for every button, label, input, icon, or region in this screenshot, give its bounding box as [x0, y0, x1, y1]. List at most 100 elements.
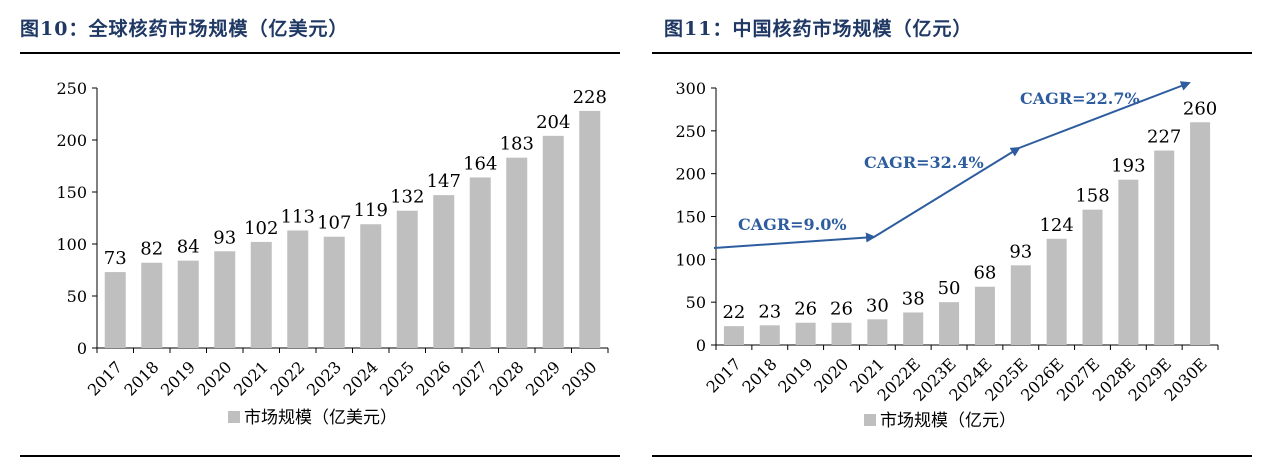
- data-label: 107: [317, 213, 351, 234]
- y-tick-label: 50: [686, 293, 706, 312]
- data-label: 227: [1147, 127, 1181, 148]
- x-tick-label: 2019: [774, 354, 816, 396]
- data-label: 119: [354, 200, 388, 221]
- bar: [214, 251, 236, 348]
- y-tick-label: 100: [56, 235, 87, 254]
- bar: [287, 230, 309, 348]
- left-bottom-rule: [20, 455, 620, 457]
- x-tick-label: 2025: [376, 357, 418, 399]
- x-tick-label: 2029: [522, 357, 564, 399]
- bar: [250, 241, 272, 348]
- right-chart-panel: 图11：中国核药市场规模（亿元） 0 50 100 150 200 250 300 22 201…: [652, 0, 1266, 474]
- y-tick-label: 200: [56, 131, 87, 150]
- right-chart-title: 图11：中国核药市场规模（亿元）: [664, 18, 973, 40]
- bar: [1190, 122, 1211, 346]
- legend-label: 市场规模（亿美元）: [244, 408, 397, 428]
- legend-swatch: [228, 411, 240, 423]
- bar: [939, 302, 960, 345]
- x-tick-label: 2017: [84, 357, 126, 399]
- data-label: 30: [866, 295, 889, 316]
- data-label: 158: [1075, 186, 1109, 207]
- bar: [1010, 265, 1031, 345]
- legend-swatch: [864, 414, 876, 426]
- data-label: 26: [794, 299, 817, 320]
- data-label: 204: [536, 112, 570, 133]
- right-title-rule: [652, 52, 1252, 54]
- x-tick-label: 2019: [157, 357, 199, 399]
- bar: [1046, 238, 1067, 345]
- x-tick-label: 2023: [303, 357, 345, 399]
- data-label: 82: [140, 239, 163, 260]
- bar: [542, 135, 564, 348]
- data-label: 124: [1039, 215, 1073, 236]
- x-tick-label: 2028: [485, 357, 527, 399]
- data-label: 93: [1009, 241, 1032, 262]
- bar: [831, 322, 852, 345]
- left-title-rule: [20, 52, 620, 54]
- data-label: 38: [902, 288, 925, 309]
- y-tick-label: 0: [77, 339, 87, 358]
- bar: [433, 195, 455, 348]
- cagr-label: CAGR=22.7%: [1020, 89, 1140, 108]
- y-tick-label: 100: [675, 250, 706, 269]
- data-label: 260: [1183, 98, 1217, 119]
- x-tick-label: 2017: [703, 354, 745, 396]
- right-bar-chart: 0 50 100 150 200 250 300 22 2017 23 2018 26 2019 26 20…: [675, 79, 1219, 431]
- data-label: 84: [177, 237, 200, 258]
- y-tick-label: 50: [67, 287, 87, 306]
- data-label: 228: [573, 87, 607, 108]
- y-tick-label: 250: [56, 79, 87, 98]
- data-label: 147: [427, 171, 461, 192]
- bar: [579, 110, 601, 348]
- y-tick-label: 150: [675, 208, 706, 227]
- x-tick-label: 2030: [558, 357, 600, 399]
- data-label: 68: [973, 263, 996, 284]
- x-tick-label: 2020: [810, 354, 852, 396]
- data-label: 102: [244, 218, 278, 239]
- y-tick-label: 200: [675, 165, 706, 184]
- bar: [759, 325, 780, 345]
- legend-label: 市场规模（亿元）: [880, 411, 1016, 431]
- data-label: 26: [830, 299, 853, 320]
- left-chart-title: 图10：全球核药市场规模（亿美元）: [20, 18, 349, 40]
- bar: [396, 210, 418, 348]
- cagr-label: CAGR=9.0%: [738, 215, 847, 234]
- bar: [1154, 150, 1175, 345]
- y-tick-label: 0: [696, 336, 706, 355]
- bar: [1118, 179, 1139, 345]
- bar: [903, 312, 924, 345]
- bar: [141, 262, 163, 348]
- bar: [469, 177, 491, 348]
- cagr-arrow: [713, 232, 876, 249]
- bar: [867, 319, 888, 345]
- x-tick-label: 2027: [449, 357, 491, 399]
- x-tick-label: 2018: [738, 354, 780, 396]
- bar: [974, 286, 995, 345]
- y-tick-label: 250: [675, 122, 706, 141]
- x-tick-label: 2021: [230, 357, 272, 399]
- bar: [323, 236, 345, 348]
- data-label: 73: [104, 248, 127, 269]
- data-label: 132: [390, 187, 424, 208]
- left-chart-panel: 图10：全球核药市场规模（亿美元） 0 50 100 150 200 250 73 2017 8…: [0, 0, 625, 474]
- right-bottom-rule: [652, 455, 1252, 457]
- x-tick-label: 2020: [193, 357, 235, 399]
- data-label: 22: [722, 302, 745, 323]
- data-label: 164: [463, 153, 497, 174]
- data-label: 113: [281, 206, 315, 227]
- x-tick-label: 2026: [412, 357, 454, 399]
- bar: [506, 157, 528, 348]
- left-bar-chart: 0 50 100 150 200 250 73 2017 82 2018 84 2019 93 2020 1…: [56, 79, 609, 428]
- x-tick-label: 2022: [266, 357, 308, 399]
- cagr-arrow: [1018, 81, 1191, 149]
- data-label: 193: [1111, 156, 1145, 177]
- bar: [795, 322, 816, 345]
- cagr-label: CAGR=32.4%: [864, 153, 984, 172]
- bar: [1082, 209, 1103, 345]
- cagr-arrow: [873, 146, 1021, 238]
- bar: [360, 224, 382, 348]
- bar: [177, 260, 199, 348]
- data-label: 93: [213, 227, 236, 248]
- data-label: 50: [938, 278, 961, 299]
- x-tick-label: 2024: [339, 357, 381, 399]
